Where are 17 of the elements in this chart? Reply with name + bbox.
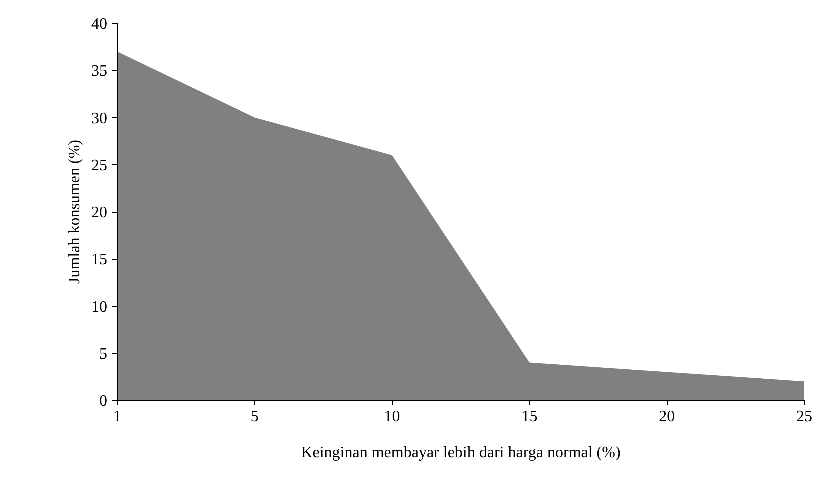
x-tick-label: 20	[659, 408, 676, 426]
y-tick-label: 35	[92, 63, 108, 80]
x-tick-label: 25	[796, 408, 812, 426]
y-tick-label: 5	[100, 346, 108, 363]
y-tick-label: 30	[92, 110, 108, 128]
y-tick-label: 40	[92, 16, 108, 33]
y-tick-label: 10	[92, 298, 108, 316]
y-tick-label: 15	[92, 252, 108, 269]
x-tick-label: 10	[384, 408, 400, 426]
x-axis-title: Keinginan membayar lebih dari harga normal (%)	[301, 444, 621, 462]
y-tick-label: 0	[100, 393, 108, 410]
y-tick-label: 25	[92, 157, 108, 174]
x-tick-label: 5	[250, 408, 259, 426]
y-axis-title: Jumlah konsumen (%)	[66, 140, 84, 284]
x-tick-label: 15	[522, 408, 538, 426]
x-tick-label: 1	[114, 408, 122, 426]
y-tick-label: 20	[92, 204, 108, 222]
